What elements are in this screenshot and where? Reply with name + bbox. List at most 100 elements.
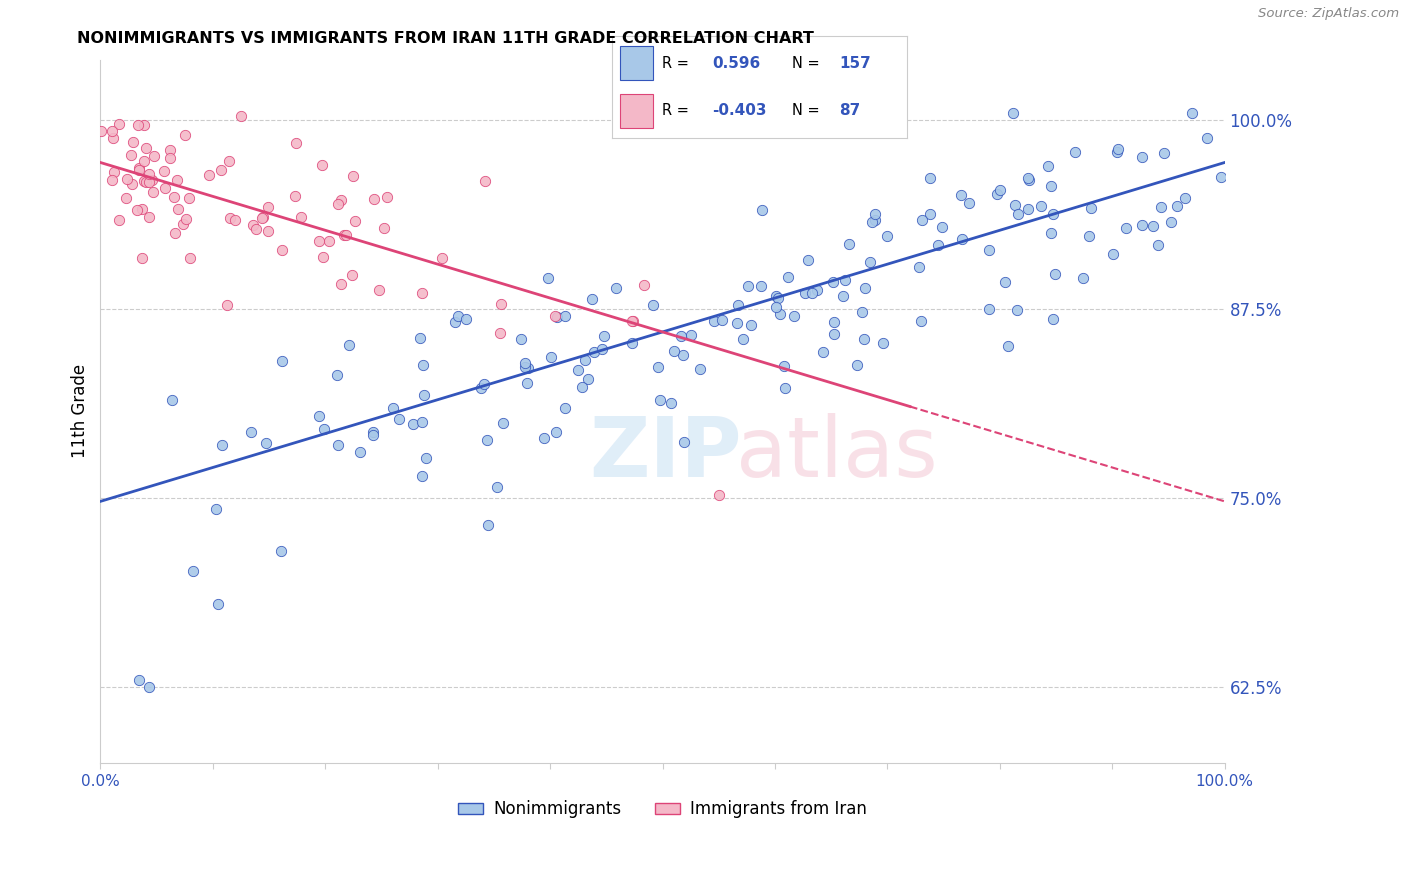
- Point: [411, 469, 433, 483]
- Point: [571, 380, 593, 394]
- Point: [727, 298, 749, 312]
- Point: [177, 191, 200, 205]
- Point: [340, 268, 363, 282]
- Point: [143, 149, 166, 163]
- Point: [368, 284, 391, 298]
- Point: [121, 177, 143, 191]
- Point: [108, 117, 131, 131]
- Point: [373, 221, 395, 235]
- Point: [860, 215, 883, 229]
- Point: [318, 234, 340, 248]
- Point: [128, 673, 150, 687]
- Point: [375, 190, 398, 204]
- Text: R =: R =: [662, 56, 689, 70]
- Point: [910, 314, 932, 328]
- Point: [172, 218, 194, 232]
- Point: [796, 252, 818, 267]
- Point: [908, 260, 931, 274]
- Point: [1142, 219, 1164, 234]
- Text: ZIP: ZIP: [589, 413, 742, 494]
- Point: [990, 183, 1012, 197]
- Point: [1209, 170, 1232, 185]
- Point: [765, 300, 787, 314]
- Point: [1077, 228, 1099, 243]
- Point: [811, 345, 834, 359]
- Point: [567, 363, 589, 377]
- Point: [138, 210, 160, 224]
- Point: [270, 544, 292, 558]
- Point: [920, 171, 942, 186]
- Point: [252, 211, 274, 225]
- Point: [633, 278, 655, 293]
- Point: [1040, 178, 1063, 193]
- Point: [1105, 145, 1128, 159]
- Point: [994, 276, 1017, 290]
- Point: [621, 336, 644, 351]
- Point: [329, 277, 352, 291]
- Point: [411, 285, 433, 300]
- Point: [412, 358, 434, 372]
- Point: [725, 316, 748, 330]
- Point: [492, 416, 515, 430]
- Point: [134, 174, 156, 188]
- Point: [349, 444, 371, 458]
- Point: [1042, 312, 1064, 326]
- Point: [308, 409, 330, 423]
- Point: [1080, 201, 1102, 215]
- Point: [834, 272, 856, 286]
- Point: [737, 279, 759, 293]
- Point: [132, 153, 155, 168]
- Point: [621, 314, 644, 328]
- Point: [239, 425, 262, 439]
- Point: [209, 162, 232, 177]
- Point: [1150, 200, 1173, 214]
- Point: [863, 207, 886, 221]
- Point: [823, 327, 845, 342]
- Point: [328, 438, 350, 452]
- Point: [1174, 191, 1197, 205]
- Point: [621, 314, 644, 328]
- Text: 0.596: 0.596: [711, 56, 761, 70]
- Point: [671, 329, 693, 343]
- Point: [245, 222, 267, 236]
- Point: [219, 211, 242, 225]
- Point: [733, 332, 755, 346]
- Point: [250, 211, 273, 225]
- Point: [308, 234, 330, 248]
- Point: [659, 396, 682, 410]
- Point: [415, 450, 437, 465]
- Point: [979, 301, 1001, 316]
- Point: [516, 376, 538, 390]
- Point: [127, 203, 149, 218]
- Point: [205, 502, 228, 516]
- Point: [447, 309, 470, 323]
- Point: [1001, 105, 1024, 120]
- Point: [120, 147, 142, 161]
- Point: [101, 173, 124, 187]
- Point: [592, 329, 614, 343]
- Point: [855, 281, 877, 295]
- Point: [454, 312, 477, 326]
- Point: [876, 228, 898, 243]
- Text: R =: R =: [662, 103, 689, 118]
- Point: [853, 332, 876, 346]
- Point: [218, 154, 240, 169]
- Point: [773, 381, 796, 395]
- Point: [166, 173, 188, 187]
- Point: [325, 368, 347, 382]
- Point: [851, 305, 873, 319]
- Point: [211, 438, 233, 452]
- Point: [1064, 145, 1087, 160]
- Point: [290, 210, 312, 224]
- Point: [1029, 199, 1052, 213]
- Point: [270, 243, 292, 257]
- Point: [142, 185, 165, 199]
- Point: [1147, 237, 1170, 252]
- Point: [361, 428, 384, 442]
- Text: Source: ZipAtlas.com: Source: ZipAtlas.com: [1258, 7, 1399, 21]
- Point: [576, 372, 599, 386]
- Point: [217, 298, 239, 312]
- Point: [1018, 172, 1040, 186]
- Point: [166, 202, 188, 216]
- Point: [342, 169, 364, 183]
